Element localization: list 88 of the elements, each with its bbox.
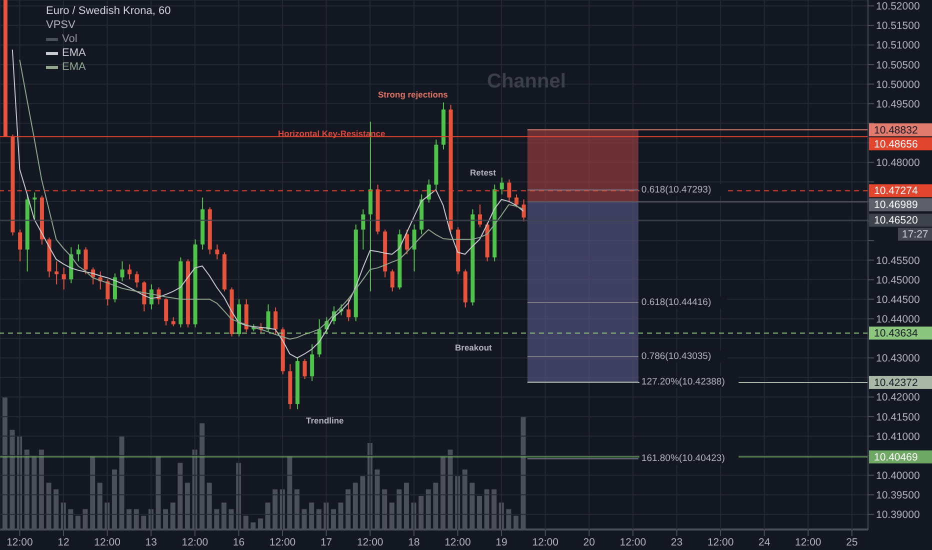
x-tick-label: 12:00 bbox=[6, 536, 34, 548]
candlestick bbox=[128, 264, 132, 280]
candlestick bbox=[522, 198, 526, 222]
ref-line-label: 10.40469 bbox=[874, 451, 918, 464]
ref-line-label: 10.47274 bbox=[874, 185, 918, 198]
y-tick-label: 10.39500 bbox=[876, 490, 920, 502]
y-tick-label: 10.49500 bbox=[876, 98, 920, 110]
candlestick bbox=[346, 298, 351, 322]
candlestick bbox=[76, 244, 80, 262]
legend-label: EMA bbox=[62, 46, 86, 60]
x-tick-label: 12:00 bbox=[707, 536, 734, 548]
ref-line-label: 127.20%(10.42388) bbox=[641, 376, 725, 388]
candlestick bbox=[266, 304, 270, 333]
y-tick-label: 10.51000 bbox=[876, 40, 920, 52]
candlestick bbox=[390, 269, 394, 292]
y-tick-label: 10.52000 bbox=[876, 0, 920, 13]
x-tick-label: 12 bbox=[58, 536, 70, 548]
candlestick bbox=[120, 260, 124, 282]
candlestick bbox=[215, 244, 220, 260]
y-tick-label: 10.50000 bbox=[876, 78, 920, 91]
y-tick-label: 10.45500 bbox=[876, 254, 920, 267]
candlestick bbox=[32, 192, 37, 220]
x-tick-label: 24 bbox=[758, 536, 770, 548]
candlestick bbox=[302, 358, 307, 380]
ref-line-label: 10.48832 bbox=[874, 124, 918, 136]
y-tick-label: 10.42000 bbox=[876, 392, 920, 404]
ref-line-label: 0.786(10.43035) bbox=[641, 351, 712, 362]
candlestick bbox=[84, 246, 88, 275]
candlestick bbox=[134, 270, 139, 288]
candlestick bbox=[412, 224, 416, 272]
legend-label: EMA bbox=[62, 60, 86, 74]
x-tick-label: 12:00 bbox=[182, 536, 208, 548]
candlestick bbox=[164, 298, 168, 326]
candlestick bbox=[274, 306, 278, 335]
x-tick-label: 12:00 bbox=[269, 536, 296, 548]
y-tick-label: 10.48000 bbox=[876, 157, 920, 170]
candlestick bbox=[514, 194, 518, 208]
ref-line-label: 161.80%(10.40423) bbox=[641, 453, 725, 464]
x-tick-label: 17 bbox=[320, 536, 332, 548]
x-tick-label: 13 bbox=[145, 536, 158, 548]
candlestick bbox=[500, 177, 504, 195]
x-tick-label: 12:00 bbox=[94, 536, 121, 548]
annotation: Trendline bbox=[306, 415, 344, 426]
y-tick-label: 10.39000 bbox=[876, 509, 920, 522]
candlestick bbox=[426, 179, 431, 204]
x-tick-label: 12:00 bbox=[620, 536, 646, 548]
x-tick-label: 12:00 bbox=[444, 536, 472, 548]
x-tick-label: 18 bbox=[408, 536, 420, 548]
x-tick-label: 23 bbox=[670, 536, 683, 548]
annotation: VPSV bbox=[46, 18, 76, 32]
candlestick bbox=[142, 280, 146, 312]
candlestick bbox=[507, 179, 512, 202]
x-tick-label: 12:00 bbox=[794, 536, 822, 548]
candlestick bbox=[404, 229, 409, 255]
y-tick-label: 10.44500 bbox=[876, 294, 920, 306]
y-tick-label: 10.43000 bbox=[876, 352, 920, 365]
annotation: Strong rejections bbox=[378, 89, 448, 100]
y-tick-label: 10.41500 bbox=[876, 411, 920, 424]
ref-line-label: 10.42372 bbox=[874, 376, 918, 389]
ref-line-label: 0.618(10.44416) bbox=[641, 297, 712, 308]
y-tick-label: 10.45000 bbox=[876, 274, 920, 286]
candlestick bbox=[106, 278, 110, 306]
x-tick-label: 12:00 bbox=[532, 536, 559, 548]
candlestick bbox=[18, 229, 22, 262]
ref-line-label: 10.46520 bbox=[874, 214, 918, 227]
candlestick bbox=[62, 267, 66, 290]
y-tick-label: 10.40000 bbox=[876, 470, 920, 482]
ref-line-label: 10.43634 bbox=[874, 328, 918, 340]
x-tick-label: 12:00 bbox=[356, 536, 384, 548]
x-tick-label: 16 bbox=[232, 536, 245, 548]
y-tick-label: 10.50500 bbox=[876, 59, 920, 72]
x-tick-label: 19 bbox=[496, 536, 508, 548]
annotation: Retest bbox=[470, 167, 496, 178]
ref-line-label: 10.48656 bbox=[874, 138, 918, 150]
x-tick-label: 25 bbox=[846, 536, 858, 548]
y-tick-label: 10.44000 bbox=[876, 314, 920, 326]
annotation: Breakout bbox=[455, 342, 492, 352]
ref-line-label: 0.618(10.47293) bbox=[641, 184, 712, 196]
text: 17:27 bbox=[902, 228, 928, 241]
candlestick bbox=[310, 344, 314, 382]
candlestick bbox=[54, 260, 59, 285]
legend-label: Vol bbox=[62, 32, 78, 46]
text: Euro / Swedish Krona, 60 bbox=[46, 4, 171, 18]
ref-line-label: 10.46989 bbox=[874, 199, 918, 212]
candlestick bbox=[361, 208, 366, 250]
y-tick-label: 10.51500 bbox=[876, 20, 920, 32]
y-tick-label: 10.41000 bbox=[876, 430, 920, 443]
x-tick-label: 20 bbox=[583, 536, 596, 548]
